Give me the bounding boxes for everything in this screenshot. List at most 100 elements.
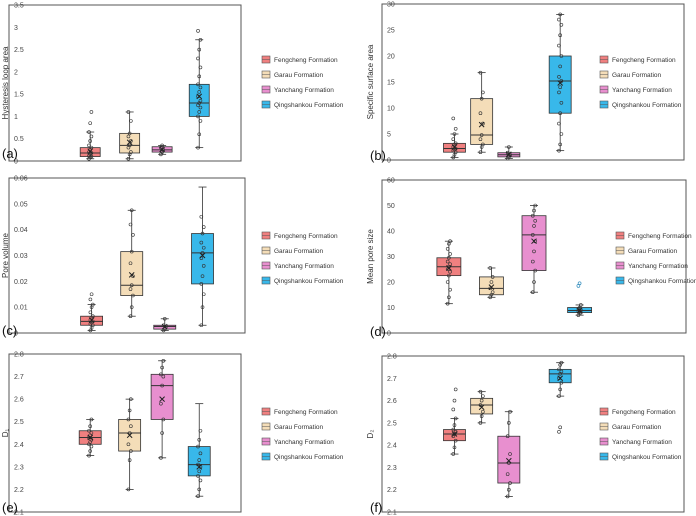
y-tick-label: 30 (387, 254, 395, 261)
data-point (127, 408, 132, 413)
data-point (452, 423, 457, 427)
legend-label: Qingshankou Formation (612, 454, 682, 461)
data-point (479, 96, 484, 101)
mean-marker (557, 375, 564, 382)
panel-label: (e) (2, 500, 18, 515)
data-point (197, 132, 202, 137)
data-point (197, 469, 202, 474)
box-iqr (150, 373, 174, 420)
panel-label: (d) (370, 324, 386, 339)
y-tick-label: 0 (387, 158, 391, 165)
data-point (196, 82, 200, 87)
data-point (198, 105, 203, 110)
data-point (448, 262, 452, 266)
mean-marker (88, 317, 95, 323)
chart-panel-3: 0 0.01 0.02 0.03 0.04 0.05 0.06 Pore volume (c) F… (1, 176, 344, 339)
data-point (508, 452, 512, 456)
data-point (196, 444, 200, 449)
legend-label: Fengcheng Formation (612, 409, 676, 416)
mean-marker (128, 272, 135, 278)
y-tick-label: 2.5 (387, 420, 397, 427)
data-point (88, 449, 92, 453)
data-point (505, 494, 510, 499)
data-point (445, 259, 450, 264)
data-point (87, 130, 91, 134)
box-qingshankou-formation (548, 360, 572, 434)
data-point (578, 303, 583, 307)
legend-label: Yanchang Formation (628, 263, 688, 270)
data-point (532, 249, 536, 254)
data-point (448, 287, 452, 292)
data-point (507, 461, 511, 465)
data-point (201, 264, 206, 268)
data-point (196, 145, 200, 150)
data-point (558, 142, 562, 147)
y-tick-label: 2.5 (14, 47, 24, 54)
y-tick-label: 2.4 (14, 442, 24, 449)
box-iqr (470, 98, 494, 145)
data-point (201, 292, 206, 297)
y-tick-label: 2.8 (387, 354, 397, 361)
mean-marker (488, 284, 495, 290)
y-tick-label: 2.5 (14, 419, 24, 426)
data-point (558, 85, 562, 89)
data-point (533, 219, 538, 223)
chart-panel-4: 0 10 20 30 40 50 60 Mean pore size (d) Fengcheng … (366, 178, 696, 340)
data-point (127, 431, 132, 435)
y-axis-label: Mean pore size (366, 229, 375, 284)
data-point (129, 424, 133, 429)
data-point (445, 301, 450, 306)
data-point (196, 56, 200, 61)
data-point (160, 383, 164, 388)
data-point (452, 132, 457, 136)
data-point (559, 380, 564, 385)
y-tick-label: 0.03 (14, 253, 28, 260)
data-point (198, 478, 203, 483)
legend-label: Garau Formation (612, 72, 662, 79)
data-point (128, 314, 133, 319)
data-point (89, 431, 94, 435)
data-point (128, 287, 133, 291)
mean-marker (505, 457, 512, 464)
mean-marker (199, 252, 206, 259)
y-tick-label: 2.6 (14, 397, 24, 404)
mean-marker (161, 323, 168, 330)
data-point (488, 266, 493, 270)
legend-label: Qingshankou Formation (274, 454, 344, 461)
plot-frame (381, 179, 687, 334)
y-tick-label: 10 (387, 305, 395, 312)
data-point (505, 434, 510, 439)
data-point (507, 421, 511, 425)
data-point (558, 33, 562, 38)
plot-frame (381, 3, 685, 161)
data-point (558, 425, 562, 430)
data-point (126, 442, 131, 447)
data-point (530, 233, 535, 237)
data-point (200, 274, 205, 278)
data-point (87, 453, 91, 458)
y-tick-label: 2.3 (14, 464, 24, 471)
legend-label: Fengcheng Formation (274, 409, 338, 416)
box-qingshankou-formation (187, 403, 211, 499)
data-point (451, 116, 456, 121)
mean-marker (451, 144, 458, 150)
data-point (127, 131, 132, 136)
data-point (199, 240, 204, 245)
mean-marker (159, 396, 165, 402)
data-point (508, 481, 512, 485)
y-axis-label: Specific surface area (366, 44, 375, 119)
mean-marker (531, 238, 537, 245)
y-tick-label: 2.4 (387, 443, 397, 450)
y-axis-label: Pore volume (1, 233, 10, 278)
mean-marker (87, 434, 94, 441)
legend-label: Garau Formation (274, 248, 324, 255)
y-tick-label: 50 (387, 203, 395, 210)
box-iqr (120, 251, 144, 296)
data-point (197, 47, 202, 52)
data-point (129, 397, 133, 401)
y-tick-label: 1.5 (14, 92, 24, 99)
data-point (507, 145, 511, 149)
data-point (532, 224, 536, 228)
data-point (162, 316, 167, 321)
mean-marker (451, 431, 458, 437)
